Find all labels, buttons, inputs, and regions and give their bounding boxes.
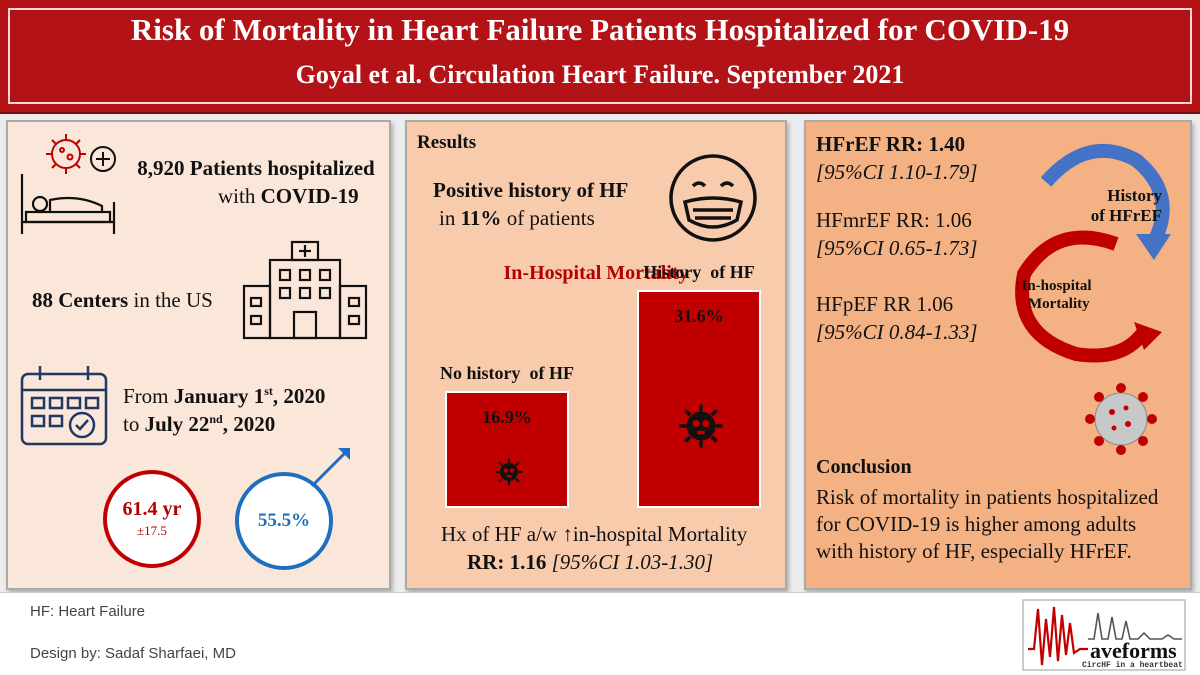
conclusion-line: for COVID-19 is higher among adults bbox=[816, 512, 1137, 536]
cycle-label-top2: of HFrEF bbox=[1090, 206, 1162, 225]
coronavirus-icon bbox=[1085, 383, 1157, 455]
subtype-panel: HFrEF RR: 1.40 [95%CI 1.10-1.79] HFmrEF … bbox=[804, 120, 1192, 590]
hospital-building-icon bbox=[242, 240, 368, 340]
male-symbol-icon bbox=[310, 448, 350, 488]
mortality-bar-category: No history of HF bbox=[440, 363, 574, 384]
results-heading: Results bbox=[417, 132, 477, 153]
virus-icon bbox=[46, 134, 86, 174]
face-mask-icon bbox=[669, 154, 757, 242]
conclusion-text: Risk of mortality in patients hospitaliz… bbox=[816, 484, 1158, 565]
dates-from: From bbox=[123, 384, 174, 408]
cycle-arrows-icon bbox=[1015, 143, 1171, 363]
association-line: Hx of HF a/w ↑in-hospital Mortality bbox=[441, 522, 748, 546]
conclusion-line: Risk of mortality in patients hospitaliz… bbox=[816, 485, 1159, 509]
hfmref-ci: [95%CI 0.65-1.73] bbox=[816, 236, 978, 260]
calendar-icon bbox=[20, 366, 108, 446]
skull-virus-icon bbox=[679, 404, 723, 448]
header-banner: Risk of Mortality in Heart Failure Patie… bbox=[0, 0, 1200, 114]
overall-rr: RR: 1.16 bbox=[467, 550, 547, 574]
mortality-bar-category: History of HF bbox=[643, 262, 755, 282]
dates-start: January 1 bbox=[173, 384, 265, 408]
skull-virus-icon bbox=[495, 458, 523, 486]
overall-rr-ci: [95%CI 1.03-1.30] bbox=[546, 550, 714, 574]
hospital-bed-icon bbox=[20, 174, 116, 234]
mean-age-sd: ±17.5 bbox=[137, 523, 167, 538]
cycle-label-top1: History bbox=[1107, 186, 1162, 205]
mortality-bar: 31.6% bbox=[637, 290, 761, 508]
page-subtitle: Goyal et al. Circulation Heart Failure. … bbox=[295, 60, 905, 89]
hfref-rr: HFrEF RR: 1.40 bbox=[816, 132, 966, 156]
centers-count: 88 Centers bbox=[32, 288, 129, 312]
header-border bbox=[8, 8, 1192, 104]
mean-age-value: 61.4 yr bbox=[122, 498, 182, 520]
centers-location: in the US bbox=[128, 288, 213, 312]
results-panel: Results Positive history of HF in 11% of… bbox=[405, 120, 787, 590]
cycle-label-bottom1: ↑In-hospital bbox=[1014, 278, 1092, 294]
dates-end: July 22 bbox=[144, 412, 210, 436]
mortality-bar-value: 31.6% bbox=[674, 306, 724, 326]
ecg-logo-icon bbox=[1022, 599, 1186, 671]
page-title: Risk of Mortality in Heart Failure Patie… bbox=[130, 12, 1070, 47]
conclusion-heading: Conclusion bbox=[816, 456, 912, 478]
hf-history-pct: 11% bbox=[460, 206, 502, 230]
hfref-ci: [95%CI 1.10-1.79] bbox=[816, 160, 978, 184]
abbreviation-note: HF: Heart Failure bbox=[30, 603, 146, 620]
mortality-bar: 16.9% bbox=[445, 391, 569, 508]
male-percent-value: 55.5% bbox=[257, 510, 311, 531]
cycle-label-bottom2: Mortality bbox=[1028, 296, 1090, 312]
male-percent-badge: 55.5% bbox=[235, 472, 333, 570]
patients-with: with bbox=[218, 184, 261, 208]
hfmref-rr: HFmrEF RR: 1.06 bbox=[816, 208, 972, 232]
logo-wordmark: aveforms bbox=[1090, 638, 1177, 663]
patients-count: 8,920 Patients hospitalized bbox=[137, 156, 375, 180]
designer-credit: Design by: Sadaf Sharfaei, MD bbox=[30, 645, 236, 662]
logo-tagline: CircHF in a heartbeat bbox=[1082, 661, 1183, 670]
hfpef-rr: HFpEF RR 1.06 bbox=[816, 292, 954, 316]
plus-icon bbox=[90, 146, 116, 172]
conclusion-line: with history of HF, especially HFrEF. bbox=[816, 539, 1132, 563]
mortality-heading: In-Hospital Mortality bbox=[503, 262, 689, 284]
patients-covid: COVID-19 bbox=[260, 184, 359, 208]
hfpef-ci: [95%CI 0.84-1.33] bbox=[816, 320, 978, 344]
footer: HF: Heart Failure Design by: Sadaf Sharf… bbox=[0, 592, 1200, 675]
dates-to: to bbox=[123, 412, 145, 436]
mean-age-badge: 61.4 yr ±17.5 bbox=[103, 470, 201, 568]
study-population-panel: 8,920 Patients hospitalized with COVID-1… bbox=[6, 120, 391, 590]
hf-history-line1: Positive history of HF bbox=[433, 178, 629, 202]
mortality-bar-value: 16.9% bbox=[482, 407, 532, 428]
